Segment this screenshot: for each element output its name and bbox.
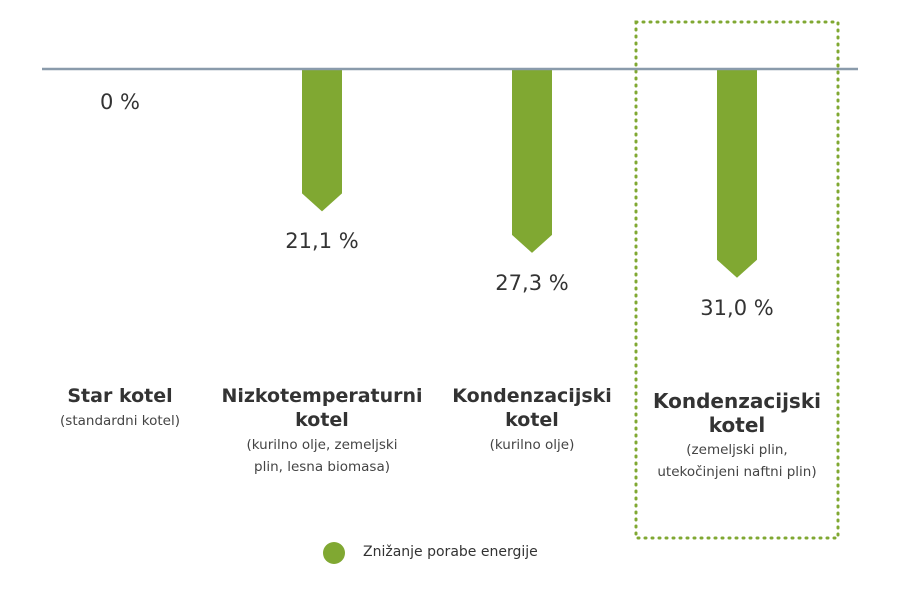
legend-label: Znižanje porabe energije	[363, 544, 538, 560]
category-title: Nizkotemperaturni kotel	[221, 385, 423, 431]
category-label: Kondenzacijski kotel (kurilno olje)	[427, 384, 637, 456]
highlight-box	[634, 20, 840, 540]
bar	[717, 70, 757, 278]
category-note: (kurilno olje, zemeljski plin, lesna bio…	[246, 437, 398, 475]
value-label: 21,1 %	[285, 229, 359, 254]
category-title: Kondenzacijski kotel	[452, 385, 612, 431]
category-title: Star kotel	[67, 385, 173, 407]
category-label: Star kotel (standardni kotel)	[15, 384, 225, 432]
legend-marker	[323, 542, 345, 564]
category-label: Kondenzacijski kotel (zemeljski plin, ute…	[632, 389, 842, 483]
bar	[512, 70, 552, 253]
category-note: (standardni kotel)	[60, 413, 180, 429]
category-label: Nizkotemperaturni kotel (kurilno olje, ze…	[217, 384, 427, 478]
category-note: (zemeljski plin, utekočinjeni naftni pli…	[657, 442, 817, 480]
category-title: Kondenzacijski kotel	[652, 389, 821, 437]
bar	[302, 70, 342, 212]
category-note: (kurilno olje)	[489, 437, 575, 453]
value-label: 27,3 %	[495, 270, 569, 295]
value-label: 0 %	[100, 90, 140, 114]
value-label: 31,0 %	[700, 295, 774, 320]
